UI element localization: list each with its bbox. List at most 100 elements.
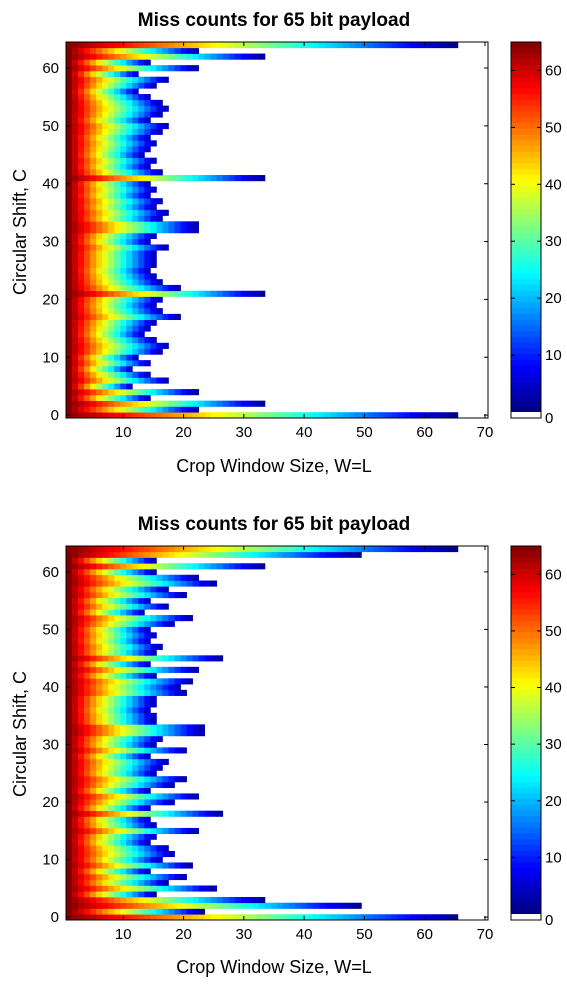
heatmap-cell — [445, 412, 453, 419]
heatmap-cell — [174, 406, 181, 413]
heatmap-cell — [186, 412, 193, 419]
heatmap-cell — [138, 53, 145, 60]
heatmap-cell — [108, 885, 115, 892]
heatmap-cell — [90, 296, 97, 303]
heatmap-cell — [132, 891, 139, 898]
heatmap-cell — [144, 163, 151, 170]
heatmap-cell — [96, 140, 103, 147]
heatmap-cell — [78, 672, 85, 679]
heatmap-cell — [120, 833, 127, 840]
heatmap-cell — [132, 394, 139, 401]
heatmap-cell — [138, 724, 145, 731]
heatmap-cell — [96, 203, 103, 211]
heatmap-cell — [114, 747, 121, 754]
heatmap-cell — [162, 885, 169, 892]
heatmap-cell — [192, 175, 199, 182]
heatmap-cell — [72, 146, 79, 153]
colorbar-frame — [510, 41, 542, 419]
heatmap-cell — [138, 896, 145, 904]
heatmap-cell — [114, 908, 121, 915]
heatmap-cell — [72, 638, 79, 645]
heatmap-cell — [114, 134, 121, 141]
heatmap-cell — [126, 76, 133, 83]
heatmap-cell — [66, 845, 73, 852]
heatmap-cell — [96, 592, 103, 599]
heatmap-cell — [90, 192, 97, 199]
heatmap-cell — [102, 82, 109, 89]
colorbar-segment — [511, 563, 541, 570]
heatmap-cell — [132, 747, 139, 754]
heatmap-cell — [102, 175, 109, 182]
colorbar-segment — [511, 267, 541, 274]
heatmap-cell — [108, 232, 115, 240]
heatmap-cell — [192, 412, 199, 419]
heatmap-cell — [204, 580, 212, 587]
heatmap-cell — [108, 302, 115, 309]
heatmap-cell — [96, 250, 103, 257]
heatmap-cell — [156, 99, 163, 106]
heatmap-cell — [174, 47, 181, 54]
heatmap-cell — [84, 609, 91, 616]
heatmap-cell — [120, 862, 127, 869]
heatmap-cell — [222, 175, 230, 182]
heatmap-cell — [90, 620, 97, 627]
heatmap-cell — [174, 885, 181, 892]
colorbar-segment — [511, 764, 541, 771]
heatmap-cell — [126, 354, 133, 361]
heatmap-cell — [102, 279, 109, 286]
heatmap-cell — [96, 620, 103, 627]
heatmap-cell — [126, 383, 133, 390]
heatmap-cell — [186, 666, 193, 673]
heatmap-cell — [156, 908, 163, 915]
heatmap-cell — [343, 551, 350, 558]
heatmap-cell — [84, 342, 91, 349]
heatmap-cell — [126, 776, 133, 783]
heatmap-cell — [174, 776, 181, 783]
heatmap-cell — [66, 342, 73, 349]
heatmap-cell — [72, 707, 79, 714]
heatmap-cell — [246, 902, 254, 909]
heatmap-cell — [96, 609, 103, 616]
heatmap-cell — [66, 609, 73, 616]
heatmap-cell — [168, 620, 175, 627]
heatmap-cell — [90, 804, 97, 812]
heatmap-cell — [114, 718, 121, 725]
heatmap-cell — [78, 302, 85, 309]
colorbar-segment — [511, 896, 541, 903]
heatmap-cell — [72, 586, 79, 593]
heatmap-cell — [126, 250, 133, 257]
heatmap-cell — [156, 221, 163, 228]
heatmap-cell — [108, 296, 115, 303]
heatmap-cell — [72, 609, 79, 616]
y-axis-label: Circular Shift, C — [10, 671, 30, 797]
colorbar-segment — [511, 735, 541, 742]
heatmap-cell — [138, 302, 145, 309]
heatmap-cell — [96, 134, 103, 141]
heatmap-cell — [66, 186, 73, 193]
colorbar-segment — [511, 891, 541, 898]
heatmap-cell — [114, 758, 121, 765]
heatmap-cell — [120, 209, 127, 216]
heatmap-cell — [204, 655, 212, 662]
heatmap-cell — [126, 902, 133, 909]
heatmap-cell — [66, 377, 73, 384]
heatmap-cell — [180, 615, 187, 622]
heatmap-cell — [162, 615, 169, 622]
heatmap-cell — [84, 296, 91, 303]
heatmap-cell — [349, 914, 356, 921]
heatmap-cell — [78, 53, 85, 60]
heatmap-cell — [373, 914, 380, 921]
heatmap-cell — [144, 747, 151, 754]
heatmap-cell — [126, 371, 133, 378]
heatmap-cell — [84, 383, 91, 390]
heatmap-cell — [138, 151, 145, 159]
heatmap-cell — [78, 94, 85, 101]
heatmap-cell — [156, 603, 163, 610]
heatmap-cell — [66, 902, 73, 909]
heatmap-cell — [120, 238, 127, 245]
heatmap-cell — [180, 227, 187, 234]
heatmap-cell — [114, 175, 121, 182]
heatmap-cell — [114, 209, 121, 216]
heatmap-cell — [114, 730, 121, 737]
heatmap-cell — [222, 563, 230, 570]
